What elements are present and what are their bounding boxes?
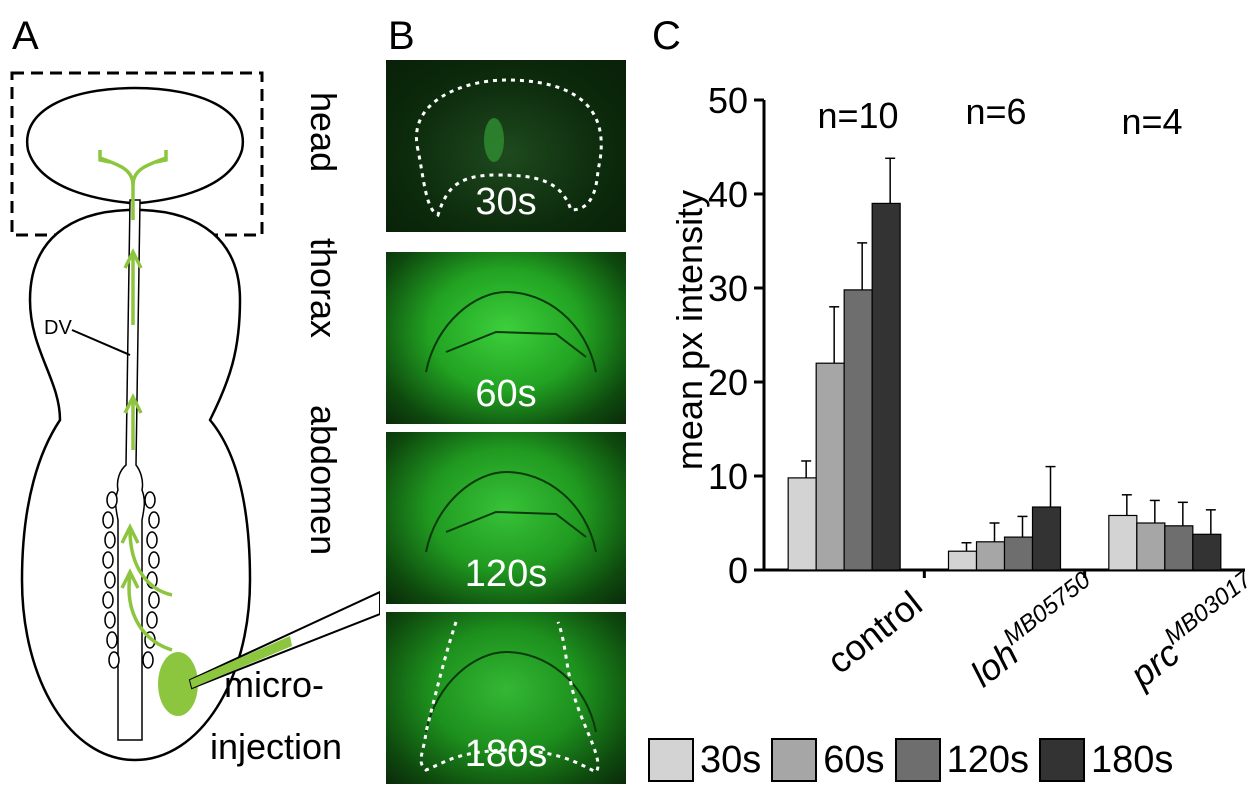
- n-label-prc: n=4: [1121, 101, 1182, 142]
- frame-120s: 120s: [386, 432, 626, 604]
- y-tick-label-0: 0: [728, 550, 748, 591]
- dorsal-vessel: [114, 199, 146, 741]
- category-label-loh: lohMB05750: [960, 566, 1107, 695]
- panel-letter-b: B: [388, 14, 415, 58]
- injection-label-line2: injection: [210, 726, 343, 767]
- frame-180s-outline: [419, 621, 600, 774]
- legend-swatch-30s: [648, 738, 694, 782]
- legend-swatch-60s: [771, 738, 818, 782]
- bar-control-180s: [871, 202, 901, 571]
- y-tick-label-1: 10: [708, 456, 748, 497]
- bar-loh-60s: [975, 541, 1006, 571]
- legend-item-180s: 180s: [1038, 738, 1174, 782]
- legend-swatch-180s: [1038, 738, 1085, 782]
- bar-prc-60s: [1136, 522, 1166, 571]
- bar-loh-180s: [1031, 506, 1062, 571]
- y-tick-label-5: 50: [708, 80, 748, 121]
- dv-label: DV: [44, 317, 72, 339]
- legend-item-30s: 30s: [648, 738, 761, 782]
- category-label-control: control: [819, 583, 929, 682]
- legend-item-120s: 120s: [894, 738, 1029, 782]
- legend-label-60s: 60s: [823, 738, 885, 781]
- fluorescence-frames: 30s 60s 120s 180s: [386, 60, 626, 790]
- legend-label-120s: 120s: [946, 738, 1029, 781]
- legend-label-30s: 30s: [700, 738, 762, 781]
- legend-swatch-120s: [894, 738, 941, 782]
- chart-legend: 30s 60s 120s 180s: [648, 738, 1183, 782]
- bar-prc-30s: [1108, 514, 1138, 571]
- flow-arrows: [98, 150, 173, 652]
- frame-60s-veins: [425, 290, 597, 373]
- frame-60s: 60s: [386, 252, 626, 424]
- dv-leader-line: [71, 329, 131, 356]
- frame-120s-veins: [425, 470, 597, 553]
- frame-label-30s: 30s: [475, 181, 537, 223]
- embryo-schematic: DV: [10, 71, 380, 762]
- category-label-prc: prcMB03017: [1119, 565, 1253, 696]
- frame-30s-outline: [414, 78, 603, 218]
- frame-label-60s: 60s: [475, 373, 537, 415]
- bar-control-120s: [843, 289, 873, 571]
- injection-needle-fill: [190, 636, 292, 688]
- y-tick-label-4: 40: [708, 174, 748, 215]
- region-label-thorax: thorax: [303, 238, 344, 339]
- injection-blob: [158, 652, 198, 716]
- legend-label-180s: 180s: [1090, 738, 1174, 781]
- head-outline: [25, 86, 245, 205]
- frame-180s: 180s: [386, 612, 626, 784]
- bar-control-60s: [815, 362, 845, 571]
- frame-30s: 30s: [386, 60, 626, 232]
- bar-loh-30s: [947, 550, 978, 571]
- bar-loh-120s: [1003, 536, 1034, 571]
- bar-control-30s: [787, 477, 817, 571]
- injection-label-line1: micro-: [224, 664, 324, 705]
- region-label-head: head: [303, 92, 344, 173]
- bar-prc-120s: [1164, 525, 1194, 571]
- panel-letter-c: C: [652, 14, 681, 58]
- y-tick-label-3: 30: [708, 268, 748, 309]
- y-axis-label: mean px intensity: [669, 190, 710, 470]
- frame-label-120s: 120s: [464, 553, 548, 595]
- n-label-control: n=10: [817, 95, 898, 136]
- legend-item-60s: 60s: [771, 738, 885, 782]
- y-tick-label-2: 20: [708, 362, 748, 403]
- n-label-loh: n=6: [965, 91, 1026, 132]
- region-label-abdomen: abdomen: [303, 405, 344, 556]
- frame-label-180s: 180s: [464, 733, 548, 775]
- bar-prc-180s: [1192, 533, 1222, 571]
- panel-letter-a: A: [12, 14, 39, 58]
